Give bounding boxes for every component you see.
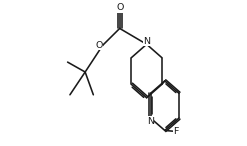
Text: O: O: [95, 41, 103, 50]
Text: O: O: [116, 4, 124, 13]
Text: F: F: [173, 127, 179, 136]
Text: N: N: [143, 37, 150, 46]
Text: N: N: [147, 117, 154, 126]
